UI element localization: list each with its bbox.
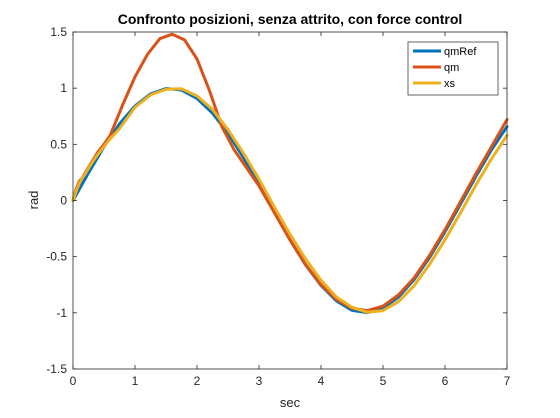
y-tick-label: 0 (60, 194, 67, 208)
x-tick-label: 2 (194, 374, 201, 388)
y-tick-label: -1.5 (46, 362, 67, 376)
series-line-xs (71, 87, 509, 314)
x-tick-label: 4 (318, 374, 325, 388)
y-tick-label: 1 (60, 81, 67, 95)
series-layer (71, 32, 509, 315)
y-axis-label: rad (26, 191, 41, 210)
ticks-layer: 0 1 2 3 4 5 6 7 -1.5 -1 -0.5 0 0.5 1 1.5 (46, 25, 510, 388)
chart-title: Confronto posizioni, senza attrito, con … (118, 11, 463, 27)
legend-label-qm: qm (444, 62, 459, 74)
x-axis-label: sec (280, 395, 301, 410)
x-tick-label: 6 (442, 374, 449, 388)
legend-label-qmref: qmRef (444, 46, 477, 58)
y-tick-label: -0.5 (46, 250, 67, 264)
x-tick-label: 0 (70, 374, 77, 388)
x-tick-label: 7 (504, 374, 511, 388)
y-tick-label: 0.5 (50, 137, 67, 151)
x-tick-label: 5 (380, 374, 387, 388)
y-tick-label: 1.5 (50, 25, 67, 39)
legend: qmRef qm xs (407, 41, 499, 96)
x-tick-label: 1 (132, 374, 139, 388)
y-tick-label: -1 (56, 306, 67, 320)
legend-label-xs: xs (444, 78, 456, 90)
x-tick-label: 3 (256, 374, 263, 388)
